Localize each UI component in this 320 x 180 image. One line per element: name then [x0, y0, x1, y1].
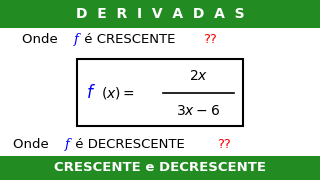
- Bar: [0, 156, 320, 180]
- Text: $3x-6$: $3x-6$: [176, 104, 220, 118]
- Text: ??: ??: [204, 33, 217, 46]
- Text: f: f: [64, 138, 69, 151]
- Text: Onde: Onde: [22, 33, 62, 46]
- Text: D  E  R  I  V  A  D  A  S: D E R I V A D A S: [76, 7, 244, 21]
- Text: Onde: Onde: [13, 138, 53, 151]
- Text: CRESCENTE e DECRESCENTE: CRESCENTE e DECRESCENTE: [54, 161, 266, 174]
- Text: $(x)=$: $(x)=$: [101, 85, 135, 101]
- Text: ??: ??: [218, 138, 231, 151]
- Text: $2x$: $2x$: [189, 69, 208, 83]
- Text: é CRESCENTE: é CRESCENTE: [80, 33, 176, 46]
- Bar: [0, 0, 320, 28]
- Text: $f$: $f$: [86, 84, 96, 102]
- Text: é DECRESCENTE: é DECRESCENTE: [71, 138, 184, 151]
- Bar: [77, 59, 243, 126]
- Text: f: f: [74, 33, 79, 46]
